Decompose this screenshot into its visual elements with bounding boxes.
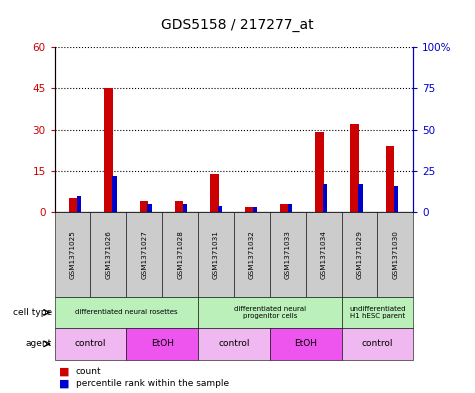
Bar	[77, 196, 81, 212]
Text: GSM1371033: GSM1371033	[285, 230, 291, 279]
Text: GSM1371025: GSM1371025	[69, 230, 76, 279]
Bar	[315, 132, 324, 212]
Text: GSM1371031: GSM1371031	[213, 230, 219, 279]
Bar	[147, 204, 152, 212]
Text: ■: ■	[59, 378, 70, 388]
Text: cell type: cell type	[13, 308, 52, 317]
Bar	[253, 207, 257, 212]
Bar	[69, 198, 78, 212]
Bar	[323, 184, 327, 212]
Text: differentiated neural rosettes: differentiated neural rosettes	[75, 309, 178, 316]
Text: GSM1371028: GSM1371028	[177, 230, 183, 279]
Text: agent: agent	[26, 340, 52, 348]
Text: percentile rank within the sample: percentile rank within the sample	[76, 379, 229, 387]
Text: ■: ■	[59, 366, 70, 376]
Text: differentiated neural
progenitor cells: differentiated neural progenitor cells	[234, 306, 306, 319]
Text: control: control	[361, 340, 393, 348]
Bar	[112, 176, 116, 212]
Bar	[182, 204, 187, 212]
Text: GDS5158 / 217277_at: GDS5158 / 217277_at	[161, 18, 314, 32]
Text: control: control	[218, 340, 250, 348]
Bar	[386, 146, 394, 212]
Text: GSM1371029: GSM1371029	[356, 230, 362, 279]
Text: control: control	[75, 340, 106, 348]
Text: GSM1371026: GSM1371026	[105, 230, 112, 279]
Bar	[351, 124, 359, 212]
Text: GSM1371027: GSM1371027	[141, 230, 147, 279]
Bar	[245, 207, 254, 212]
Bar	[175, 201, 183, 212]
Bar	[104, 88, 113, 212]
Bar	[210, 174, 218, 212]
Bar	[280, 204, 289, 212]
Text: GSM1371030: GSM1371030	[392, 230, 399, 279]
Bar	[359, 184, 362, 212]
Text: EtOH: EtOH	[294, 340, 317, 348]
Text: EtOH: EtOH	[151, 340, 174, 348]
Text: GSM1371032: GSM1371032	[249, 230, 255, 279]
Text: GSM1371034: GSM1371034	[321, 230, 327, 279]
Bar	[288, 204, 292, 212]
Text: count: count	[76, 367, 102, 376]
Bar	[394, 186, 398, 212]
Bar	[140, 201, 148, 212]
Text: undifferentiated
H1 hESC parent: undifferentiated H1 hESC parent	[349, 306, 406, 319]
Bar	[218, 206, 222, 212]
